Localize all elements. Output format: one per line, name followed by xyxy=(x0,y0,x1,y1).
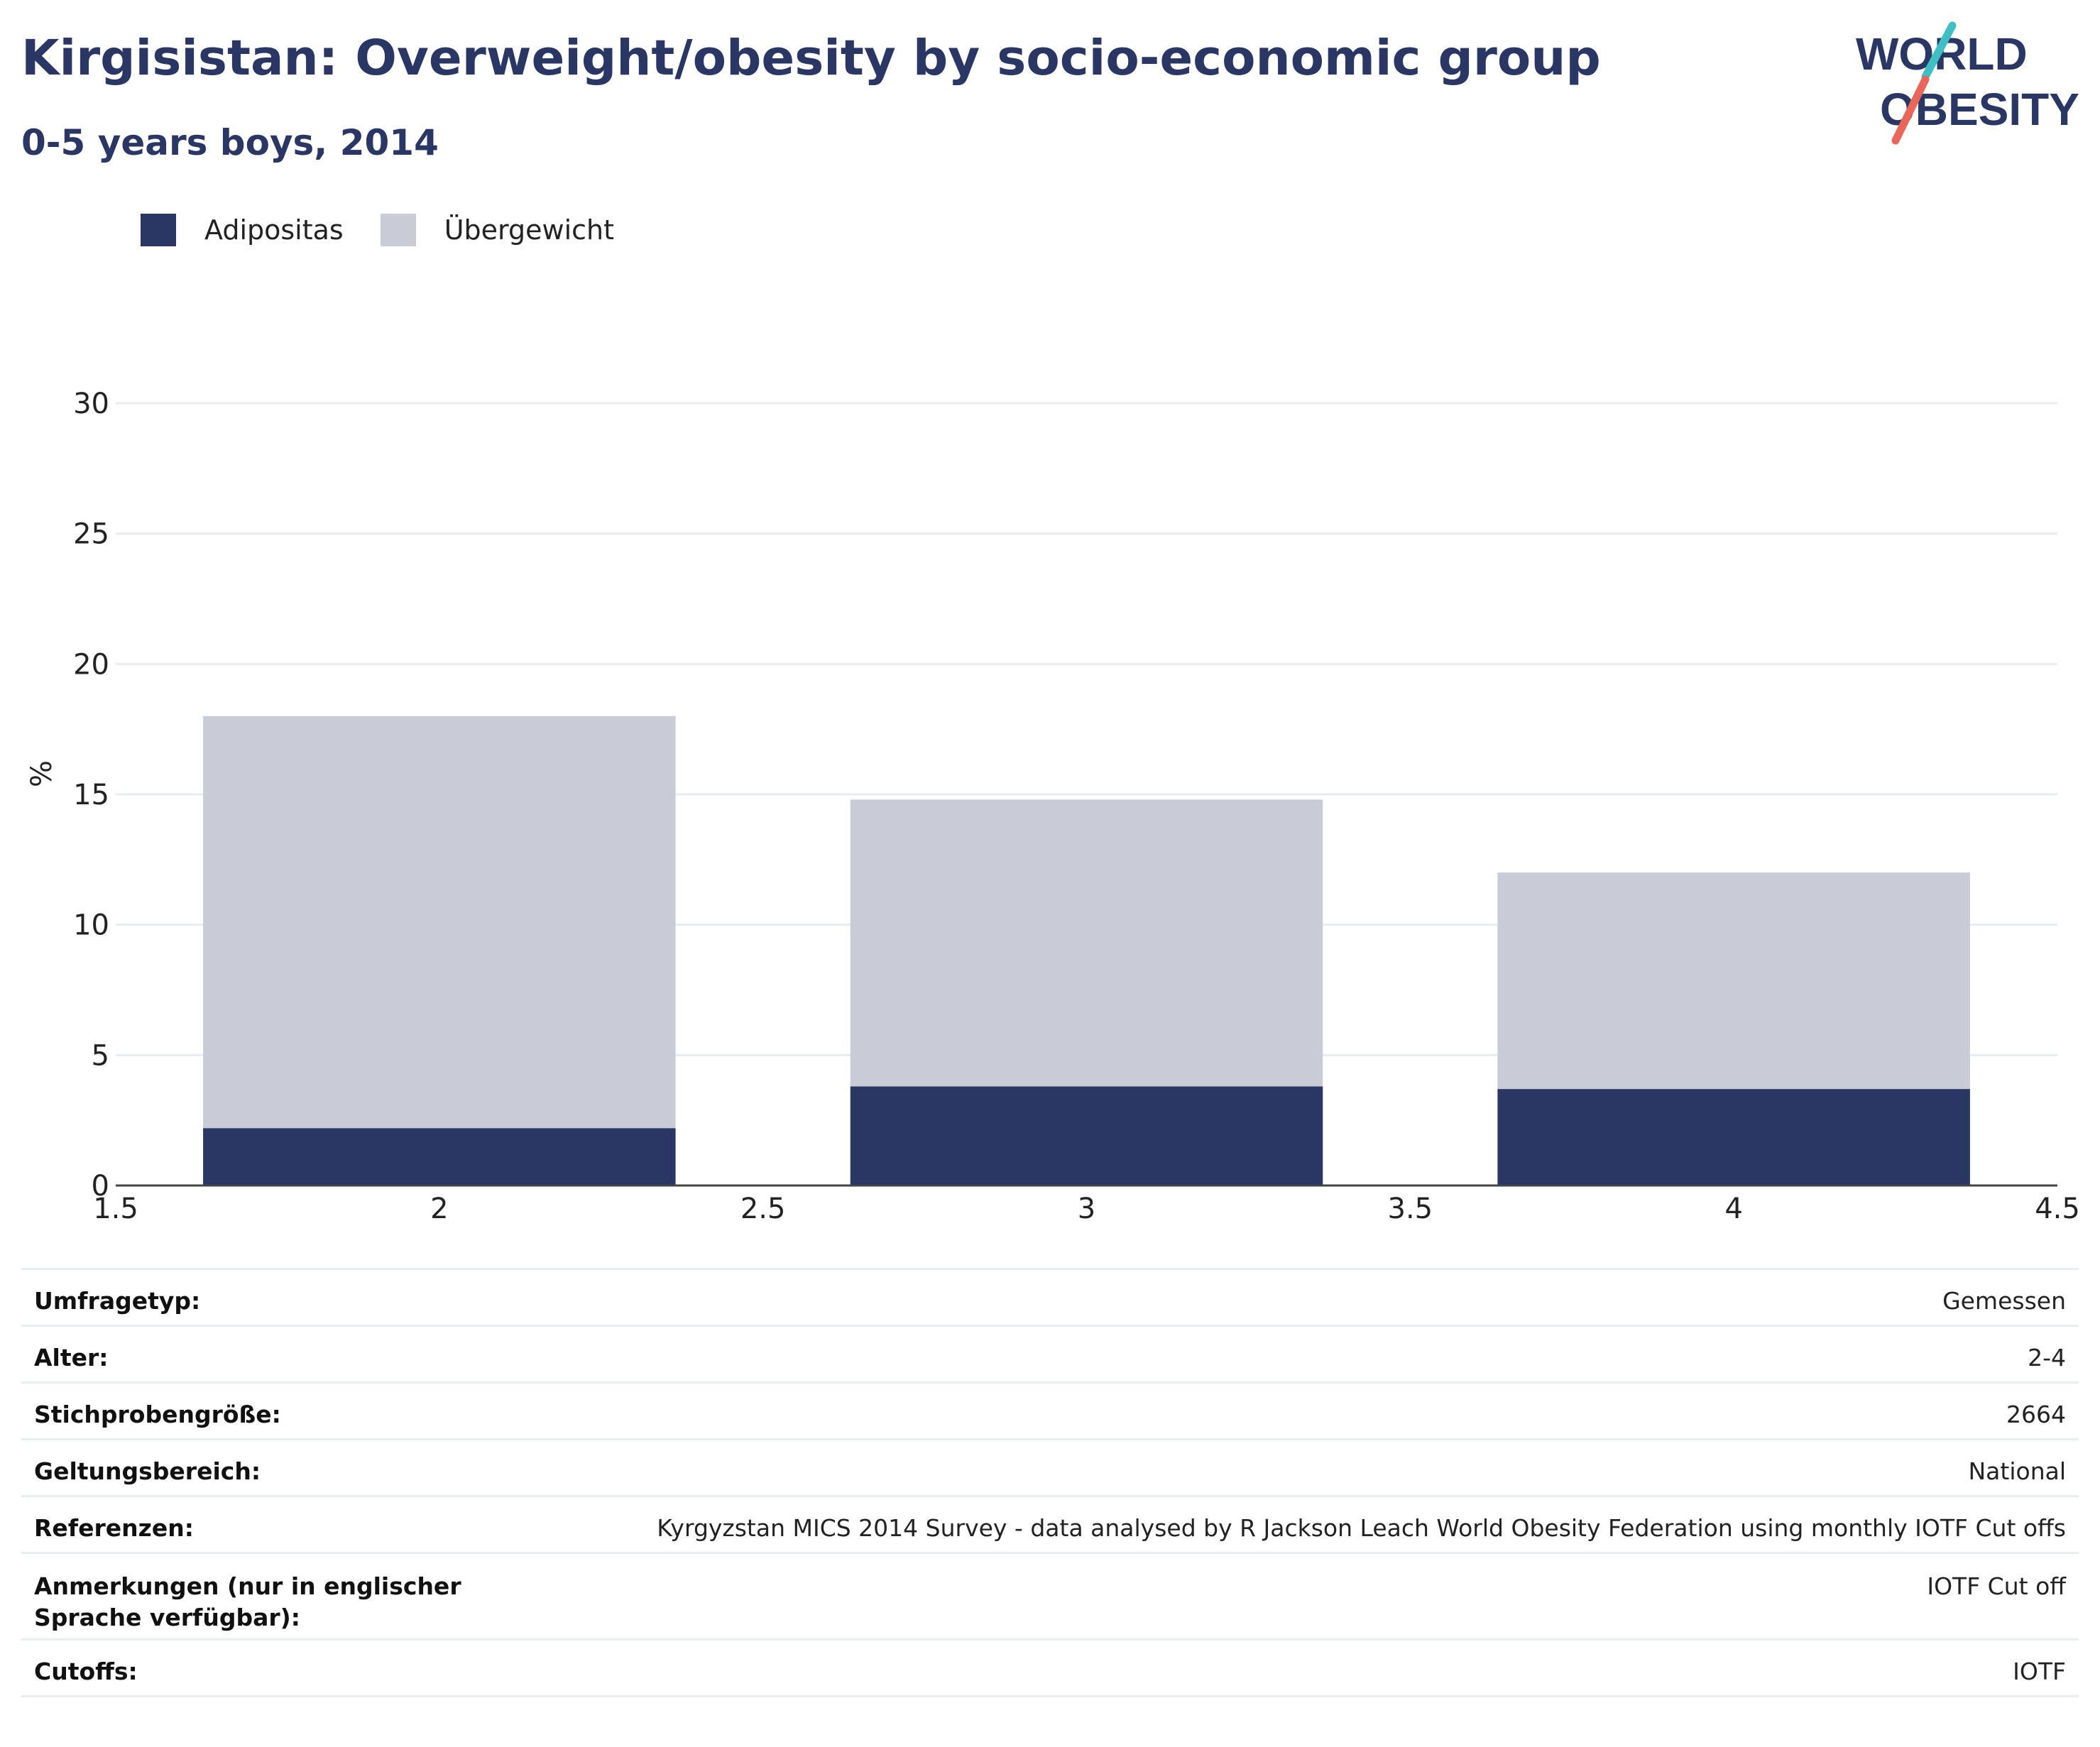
legend-swatch-uebergewicht xyxy=(380,214,416,246)
y-tick-label: 5 xyxy=(92,1039,109,1072)
y-tick-label: 10 xyxy=(73,909,109,942)
legend-label-adipositas: Adipositas xyxy=(204,214,344,246)
y-axis-label: % xyxy=(26,760,58,787)
info-row-survey-type: Umfragetyp: Gemessen xyxy=(21,1269,2079,1326)
world-obesity-logo: WORLD OBESITY xyxy=(1856,21,2079,145)
x-tick-label: 4.5 xyxy=(2035,1193,2080,1225)
x-tick-label: 3 xyxy=(1078,1193,1095,1225)
chart-title: Kirgisistan: Overweight/obesity by socio… xyxy=(21,30,1601,87)
info-row-notes: Anmerkungen (nur in englischer Sprache v… xyxy=(21,1552,2079,1640)
stacked-bar-chart: 0 5 10 15 20 25 30 1.5 2 2.5 3 3.5 4 4.5 % xyxy=(26,388,2080,1225)
info-row-references: Referenzen: Kyrgyzstan MICS 2014 Survey … xyxy=(21,1496,2079,1553)
metadata-table: Umfragetyp: Gemessen Alter: 2-4 Stichpro… xyxy=(21,1268,2079,1697)
legend-item-adipositas[interactable]: Adipositas xyxy=(141,214,344,246)
info-value: National xyxy=(1968,1457,2066,1485)
info-value: 2-4 xyxy=(2028,1344,2066,1371)
legend-item-uebergewicht[interactable]: Übergewicht xyxy=(380,214,614,246)
x-tick-label: 2.5 xyxy=(740,1193,786,1225)
x-tick-label: 1.5 xyxy=(93,1193,138,1225)
info-key: Stichprobengröße: xyxy=(34,1401,281,1428)
logo-slash-top xyxy=(1921,21,1957,81)
info-key: Geltungsbereich: xyxy=(34,1457,261,1485)
info-value: Kyrgyzstan MICS 2014 Survey - data analy… xyxy=(657,1514,2066,1542)
logo-slash-bottom xyxy=(1891,75,1930,145)
y-tick-label: 20 xyxy=(73,648,109,681)
info-row-cutoffs: Cutoffs: IOTF xyxy=(21,1639,2079,1697)
info-value: IOTF Cut off xyxy=(1927,1572,2066,1600)
bars xyxy=(203,716,1970,1185)
chart-subtitle: 0-5 years boys, 2014 xyxy=(21,122,439,163)
bar-uebergewicht-3 xyxy=(850,799,1323,1087)
y-tick-label: 15 xyxy=(73,779,109,811)
y-tick-label: 0 xyxy=(92,1170,109,1203)
legend-label-uebergewicht: Übergewicht xyxy=(444,214,614,246)
x-tick-label: 3.5 xyxy=(1388,1193,1433,1225)
info-row-coverage: Geltungsbereich: National xyxy=(21,1439,2079,1496)
info-row-age: Alter: 2-4 xyxy=(21,1325,2079,1383)
info-value: 2664 xyxy=(2006,1401,2066,1428)
x-tick-label: 2 xyxy=(430,1193,448,1225)
info-key: Alter: xyxy=(34,1344,109,1371)
bar-uebergewicht-4 xyxy=(1497,872,1970,1090)
info-value: IOTF xyxy=(2013,1658,2066,1685)
x-tick-label: 4 xyxy=(1724,1193,1742,1225)
bar-adipositas-3 xyxy=(850,1086,1323,1185)
info-row-sample-size: Stichprobengröße: 2664 xyxy=(21,1382,2079,1440)
legend-swatch-adipositas xyxy=(141,214,176,246)
bar-adipositas-2 xyxy=(203,1128,676,1185)
info-value: Gemessen xyxy=(1942,1287,2066,1315)
bar-adipositas-4 xyxy=(1497,1089,1970,1185)
y-tick-label: 25 xyxy=(73,518,109,551)
info-key: Cutoffs: xyxy=(34,1658,138,1685)
info-key: Referenzen: xyxy=(34,1514,194,1542)
info-key: Umfragetyp: xyxy=(34,1287,201,1315)
bar-uebergewicht-2 xyxy=(203,716,676,1129)
y-tick-label: 30 xyxy=(73,388,109,420)
axes: 0 5 10 15 20 25 30 1.5 2 2.5 3 3.5 4 4.5 xyxy=(73,388,2080,1225)
info-key: Anmerkungen (nur in englischer Sprache v… xyxy=(34,1572,461,1631)
chart-legend: Adipositas Übergewicht xyxy=(141,210,651,250)
